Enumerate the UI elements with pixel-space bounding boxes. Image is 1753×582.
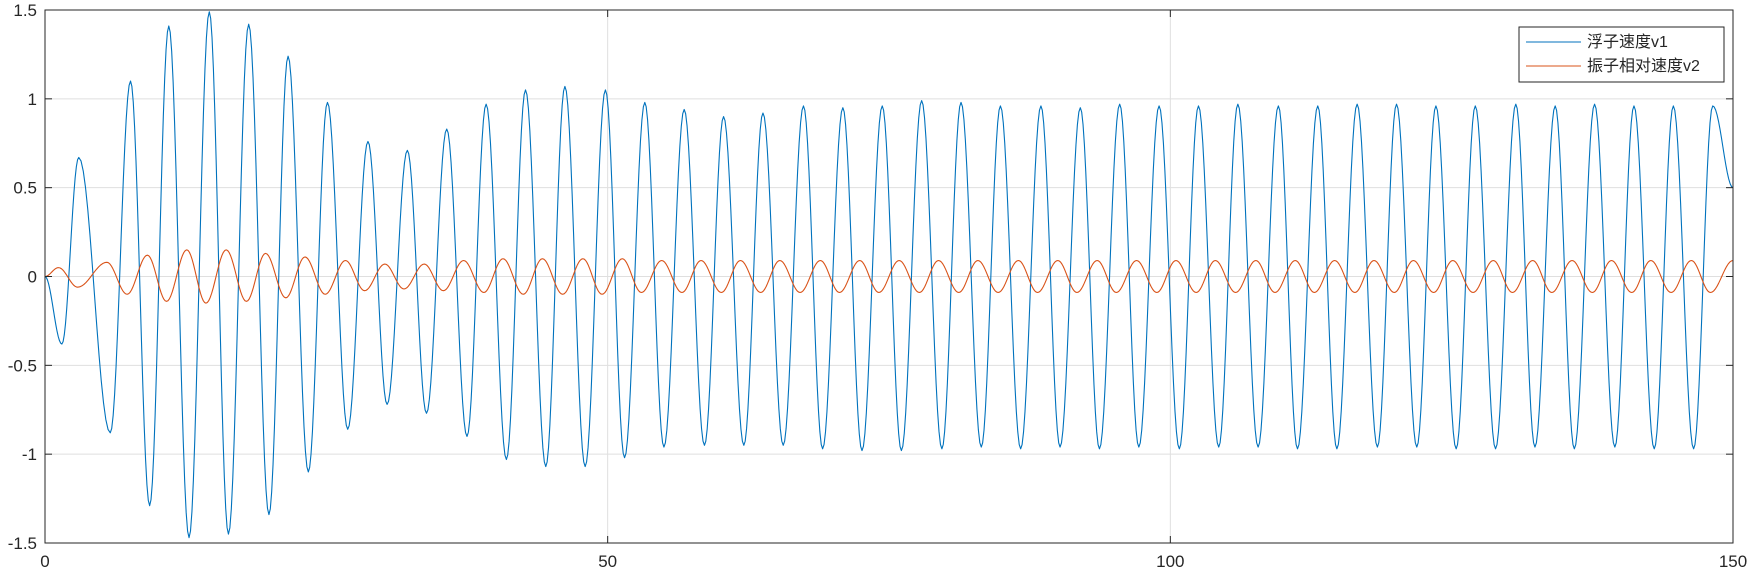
- legend-label-v2: 振子相对速度v2: [1587, 57, 1700, 75]
- series-line-v2: [44, 249, 1734, 304]
- legend: 浮子速度v1 振子相对速度v2: [1518, 26, 1725, 83]
- y-tick-label: 0.5: [13, 179, 37, 198]
- axis-ticks: [44, 9, 1734, 544]
- y-tick-label: -0.5: [8, 356, 37, 375]
- x-tick-label: 100: [1156, 552, 1184, 571]
- y-tick-label: 1.5: [13, 1, 37, 20]
- y-tick-label: 0: [28, 268, 37, 287]
- tick-labels: 0 50 100 150 -1.5 -1 -0.5 0 0.5 1 1.5: [8, 1, 1747, 571]
- legend-label-v1: 浮子速度v1: [1587, 33, 1668, 51]
- legend-box: [1518, 26, 1725, 83]
- series-group: [44, 11, 1734, 539]
- y-tick-label: -1.5: [8, 534, 37, 553]
- y-tick-label: -1: [22, 445, 37, 464]
- y-tick-label: 1: [28, 90, 37, 109]
- x-tick-label: 0: [40, 552, 49, 571]
- x-tick-label: 50: [598, 552, 617, 571]
- x-tick-label: 150: [1719, 552, 1747, 571]
- series-line-v1: [44, 11, 1734, 539]
